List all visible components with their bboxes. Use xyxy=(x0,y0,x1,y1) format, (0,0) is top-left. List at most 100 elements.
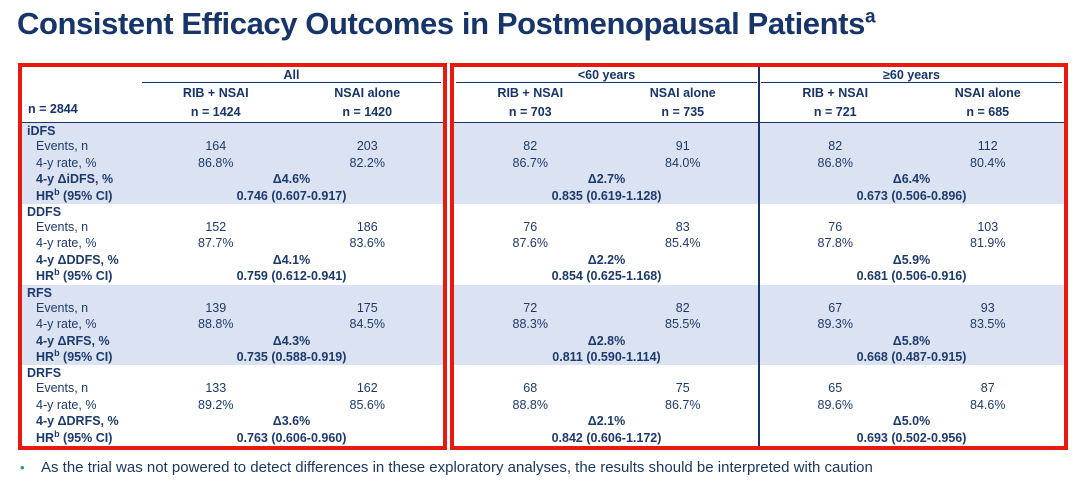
row-rate: 4-y rate, % 89.2% 85.6% xyxy=(22,397,443,413)
table-header-age: <60 years RIB + NSAI n = 703 NSAI alone … xyxy=(454,67,1064,123)
hr-label-prefix: HR xyxy=(36,350,55,365)
row-events: 82 91 82 112 xyxy=(454,138,1064,154)
page-title: Consistent Efficacy Outcomes in Postmeno… xyxy=(17,6,876,42)
table-cell: 86.8% xyxy=(198,155,234,170)
table-cell: Δ2.8% xyxy=(587,333,626,348)
table-cell: 82 xyxy=(523,139,538,154)
table-cell: Δ5.8% xyxy=(892,333,931,348)
row-label: Events, n xyxy=(36,219,89,234)
arm-header-row: RIB + NSAI n = 703 NSAI alone n = 735 xyxy=(454,83,759,122)
group-header-row: ≥60 years xyxy=(759,67,1064,83)
table-cell: 186 xyxy=(356,219,378,234)
row-events: Events, n 133 162 xyxy=(22,380,443,396)
table-cell: 82 xyxy=(675,300,690,315)
row-hr: 0.842 (0.606-1.172) 0.693 (0.502-0.956) xyxy=(454,430,1064,446)
bullet-icon: • xyxy=(20,460,25,475)
table-cell: 89.2% xyxy=(198,397,234,412)
section-header-row: DDFS xyxy=(22,204,443,219)
table-cell: Δ5.9% xyxy=(892,252,931,267)
table-cell: 87.7% xyxy=(198,236,234,251)
hr-label-suffix: (95% CI) xyxy=(59,430,113,445)
group-header-ge60: ≥60 years xyxy=(761,67,1062,83)
table-cell: 0.681 (0.506-0.916) xyxy=(856,269,967,284)
table-cell: 68 xyxy=(523,381,538,396)
table-cell: 0.842 (0.606-1.172) xyxy=(551,430,662,445)
arm-name: RIB + NSAI xyxy=(182,86,249,101)
table-cell: 91 xyxy=(675,139,690,154)
row-delta: Δ2.7% Δ6.4% xyxy=(454,171,1064,187)
arm-header: RIB + NSAI n = 703 xyxy=(454,83,607,122)
arm-n: n = 703 xyxy=(508,104,552,119)
row-hr: 0.854 (0.625-1.168) 0.681 (0.506-0.916) xyxy=(454,268,1064,284)
table-cell: 0.763 (0.606-0.960) xyxy=(236,430,347,445)
table-cell: 175 xyxy=(356,300,378,315)
hr-label-suffix: (95% CI) xyxy=(59,188,113,203)
table-cell: 0.835 (0.619-1.128) xyxy=(551,188,662,203)
table-cell: Δ2.1% xyxy=(587,414,626,429)
arm-name: RIB + NSAI xyxy=(802,86,869,101)
table-cell: 76 xyxy=(828,219,843,234)
table-cell: 81.9% xyxy=(970,236,1006,251)
ddfs-block-all: DDFS Events, n 152 186 4-y rate, % 87.7%… xyxy=(22,204,443,285)
table-cell: 164 xyxy=(205,139,227,154)
hr-label-superscript: b xyxy=(54,267,60,278)
table-cell: 84.0% xyxy=(665,155,701,170)
efficacy-table: n = 2844 All RIB + NSAI n = 1424 NSAI al… xyxy=(18,63,1068,450)
table-cell: 82 xyxy=(828,139,843,154)
table-cell: 72 xyxy=(523,300,538,315)
row-rate: 4-y rate, % 87.7% 83.6% xyxy=(22,235,443,251)
table-cell: 89.3% xyxy=(817,317,853,332)
row-events: 68 75 65 87 xyxy=(454,380,1064,396)
table-cell: 87.8% xyxy=(817,236,853,251)
idfs-block-all: iDFS Events, n 164 203 4-y rate, % 86.8%… xyxy=(22,123,443,204)
table-cell: 0.673 (0.506-0.896) xyxy=(856,188,967,203)
hr-label-superscript: b xyxy=(54,347,60,358)
table-cell: 88.3% xyxy=(512,317,548,332)
row-hr: HRb (95% CI) 0.746 (0.607-0.917) xyxy=(22,187,443,203)
hr-label-suffix: (95% CI) xyxy=(59,269,113,284)
arm-name: NSAI alone xyxy=(334,86,401,101)
table-cell: 87.6% xyxy=(512,236,548,251)
arm-name: NSAI alone xyxy=(954,86,1021,101)
section-header-row: DRFS xyxy=(22,365,443,380)
ge60-header: ≥60 years RIB + NSAI n = 721 NSAI alone … xyxy=(759,67,1064,122)
table-cell: 85.4% xyxy=(665,236,701,251)
table-cell: 86.7% xyxy=(512,155,548,170)
caution-note: • As the trial was not powered to detect… xyxy=(20,458,1070,478)
table-cell: 83.5% xyxy=(970,317,1006,332)
arm-n: n = 735 xyxy=(661,104,705,119)
hr-label-suffix: (95% CI) xyxy=(59,350,113,365)
row-rate: 87.6% 85.4% 87.8% 81.9% xyxy=(454,235,1064,251)
row-rate: 88.3% 85.5% 89.3% 83.5% xyxy=(454,316,1064,332)
table-cell: 89.6% xyxy=(817,397,853,412)
table-cell: Δ5.0% xyxy=(892,414,931,429)
row-label: Events, n xyxy=(36,139,89,154)
group-header-lt60: <60 years xyxy=(456,67,757,83)
table-cell: 65 xyxy=(828,381,843,396)
age-subgroups-highlight-box: <60 years RIB + NSAI n = 703 NSAI alone … xyxy=(450,63,1068,450)
section-header-row: iDFS xyxy=(22,123,443,138)
table-cell: 0.811 (0.590-1.114) xyxy=(552,350,661,365)
row-label: 4-y ΔRFS, % xyxy=(36,333,110,348)
caution-note-text: As the trial was not powered to detect d… xyxy=(41,459,873,476)
table-cell: 87 xyxy=(980,381,995,396)
rfs-block-all: RFS Events, n 139 175 4-y rate, % 88.8% … xyxy=(22,284,443,366)
table-cell: 112 xyxy=(977,139,998,154)
table-cell: 0.759 (0.612-0.941) xyxy=(236,269,347,284)
drfs-block-age: 68 75 65 87 88.8% 86.7% 89.6% 84.6% Δ2.1… xyxy=(454,365,1064,446)
hr-label-superscript: b xyxy=(54,428,60,439)
table-cell: 80.4% xyxy=(970,155,1006,170)
table-cell: 82.2% xyxy=(349,155,385,170)
total-n-label: n = 2844 xyxy=(28,102,78,116)
table-cell: 103 xyxy=(977,219,999,234)
row-rate: 4-y rate, % 86.8% 82.2% xyxy=(22,154,443,170)
table-cell: Δ6.4% xyxy=(892,172,931,187)
row-label: 4-y rate, % xyxy=(36,317,97,332)
row-events: Events, n 164 203 xyxy=(22,138,443,154)
hr-label: HRb (95% CI) xyxy=(22,186,140,203)
table-cell: 0.693 (0.502-0.956) xyxy=(856,430,967,445)
section-label: DRFS xyxy=(27,366,62,381)
hr-label-superscript: b xyxy=(54,186,60,197)
arm-n: n = 685 xyxy=(966,104,1010,119)
age-group-divider-line xyxy=(758,67,760,446)
